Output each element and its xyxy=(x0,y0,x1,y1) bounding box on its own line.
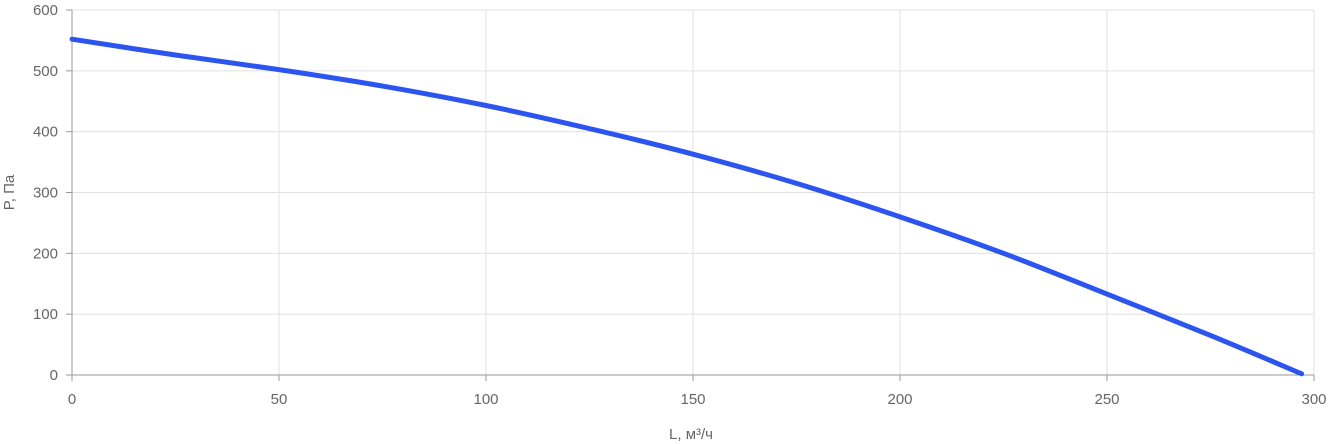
x-tick-label: 100 xyxy=(473,391,498,408)
x-tick-label: 150 xyxy=(680,391,705,408)
x-tick-label: 250 xyxy=(1094,391,1119,408)
series-layer xyxy=(69,36,1305,377)
x-tick-label: 0 xyxy=(68,391,76,408)
x-axis-title: L, м³/ч xyxy=(669,426,713,443)
y-axis-title: P, Па xyxy=(1,174,18,210)
x-tick-label: 50 xyxy=(271,391,288,408)
series-line xyxy=(69,36,1305,377)
y-tick-label: 300 xyxy=(33,185,58,202)
axes xyxy=(66,9,1315,381)
y-tick-label: 400 xyxy=(33,124,58,141)
y-tick-label: 0 xyxy=(50,367,58,384)
x-tick-label: 300 xyxy=(1301,391,1326,408)
y-tick-label: 200 xyxy=(33,245,58,262)
x-tick-label: 200 xyxy=(887,391,912,408)
y-tick-label: 100 xyxy=(33,306,58,323)
y-tick-label: 600 xyxy=(33,2,58,19)
tick-labels: 0 50 100 150 200 250 300 0 100 200 300 400 500 600 xyxy=(33,2,1327,408)
y-tick-label: 500 xyxy=(33,63,58,80)
